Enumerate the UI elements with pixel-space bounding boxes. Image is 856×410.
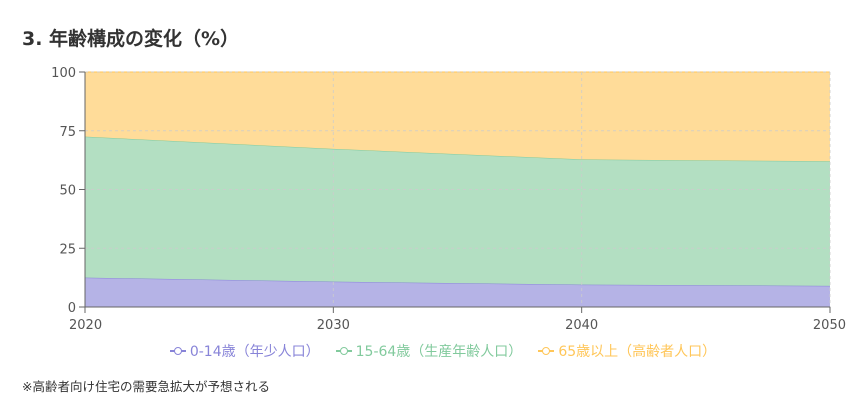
- legend-item-15-64[interactable]: 15-64歳（生産年齢人口）: [335, 341, 523, 361]
- chart-legend: 0-14歳（年少人口） 15-64歳（生産年齢人口） 65歳以上（高齢者人口）: [0, 341, 856, 361]
- y-tick-label: 75: [59, 125, 76, 140]
- area-chart: 0 25 50 75 100 2020 2030 2040 2050: [51, 66, 846, 333]
- legend-line-marker-icon: [538, 346, 555, 356]
- y-tick-label: 100: [51, 66, 76, 81]
- legend-item-0-14[interactable]: 0-14歳（年少人口）: [169, 341, 320, 361]
- y-tick-label: 0: [68, 301, 76, 316]
- legend-line-marker-icon: [335, 346, 352, 356]
- area-65-plus-fill: [85, 72, 830, 162]
- legend-item-65-plus[interactable]: 65歳以上（高齢者人口）: [538, 341, 716, 361]
- chart-title: 3. 年齢構成の変化（%）: [22, 28, 240, 50]
- x-tick-label: 2020: [69, 318, 102, 333]
- legend-label: 65歳以上（高齢者人口）: [558, 344, 717, 360]
- footnote: ※高齢者向け住宅の需要急拡大が予想される: [22, 379, 270, 394]
- legend-label: 15-64歳（生産年齢人口）: [355, 344, 523, 360]
- x-tick-label: 2030: [317, 318, 350, 333]
- x-tick-label: 2040: [565, 318, 598, 333]
- legend-label: 0-14歳（年少人口）: [189, 344, 320, 360]
- y-tick-label: 25: [59, 242, 76, 257]
- legend-line-marker-icon: [169, 346, 186, 356]
- area-0-14-line: [84, 277, 831, 287]
- y-tick-label: 50: [59, 184, 76, 199]
- x-tick-label: 2050: [813, 318, 846, 333]
